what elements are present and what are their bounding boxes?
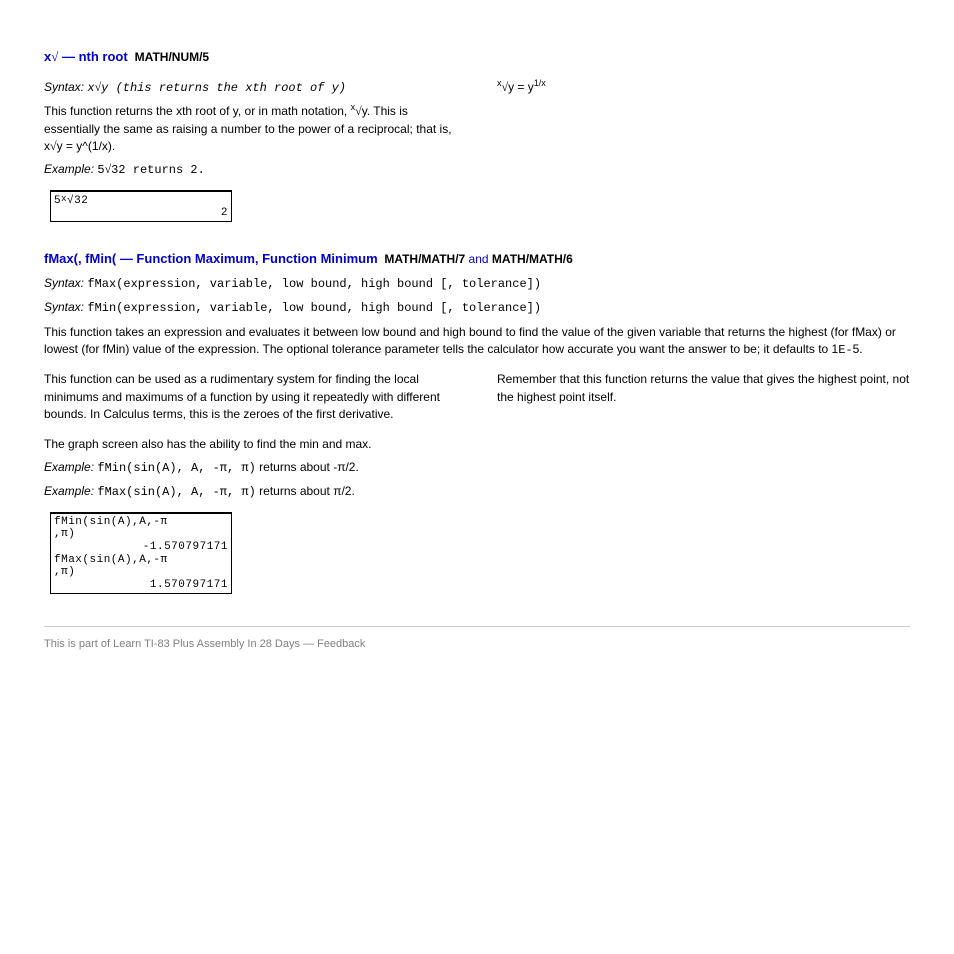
calc-line: ,π) [54, 566, 228, 579]
func1-syntax-row: Syntax: x√y (this returns the xth root o… [44, 79, 457, 97]
func1-heading: x√ — nth root MATH/NUM/5 [44, 48, 910, 67]
func1-desc: This function returns the xth root of y,… [44, 103, 457, 155]
func1-menu-loc: MATH/NUM/5 [135, 50, 209, 64]
syntax-x: x [87, 81, 94, 95]
syntax-y: y (this returns the xth root of y) [101, 81, 346, 95]
calc-line: fMin(sin(A),A,‑π [54, 516, 228, 529]
calc-line: ‑1.570797171 [54, 541, 228, 554]
calc-line: fMax(sin(A),A,‑π [54, 554, 228, 567]
page-footer: This is part of Learn TI-83 Plus Assembl… [44, 637, 910, 653]
example-label: Example: [44, 484, 94, 498]
page-container: x√ — nth root MATH/NUM/5 Syntax: x √ y (th… [0, 0, 954, 693]
calc-line: 5x√32 [54, 194, 228, 208]
func2-syntax-b: Syntax: fMin(expression, variable, low b… [44, 299, 910, 317]
func2-syntax-a: Syntax: fMax(expression, variable, low b… [44, 275, 910, 293]
func2-example-max: Example: fMax(sin(A), A, -π, π) returns … [44, 483, 910, 501]
func1-body: Syntax: x √ y (this returns the xth root o… [44, 73, 910, 226]
func1-example-row: Example: 5√32 returns 2. [44, 161, 457, 179]
syntax-label: Syntax: [44, 80, 84, 94]
syntax-label: Syntax: [44, 276, 84, 290]
calc-line: 1.570797171 [54, 579, 228, 592]
func2-desc3: The graph screen also has the ability to… [44, 436, 910, 453]
calc-line: ,π) [54, 528, 228, 541]
func2-title: fMax(, fMin( — Function Maximum, Functio… [44, 251, 378, 266]
func2-example-min: Example: fMin(sin(A), A, -π, π) returns … [44, 459, 910, 477]
calc-line: 2 [54, 207, 228, 220]
footer-link-feedback[interactable]: Feedback [317, 638, 365, 650]
func1-equiv: x√y = y1/x [497, 79, 910, 96]
func2-desc2: This function can be used as a rudimenta… [44, 365, 910, 429]
example-label: Example: [44, 460, 94, 474]
calc-screen-2: fMin(sin(A),A,‑π ,π) ‑1.570797171 fMax(s… [50, 512, 232, 594]
footer-divider [44, 626, 910, 627]
func2-desc1: This function takes an expression and ev… [44, 324, 910, 360]
sqrt-icon: √ [50, 139, 57, 153]
example-label: Example: [44, 162, 94, 176]
footer-link-guide[interactable]: Learn TI-83 Plus Assembly In 28 Days [113, 638, 300, 650]
func1-title-post: — nth root [58, 49, 127, 64]
syntax-label: Syntax: [44, 300, 84, 314]
sqrt-icon: √ [502, 80, 509, 94]
func2-heading: fMax(, fMin( — Function Maximum, Functio… [44, 250, 910, 269]
calc-screen-1: 5x√32 2 [50, 190, 232, 222]
sqrt-icon: √ [355, 104, 362, 118]
